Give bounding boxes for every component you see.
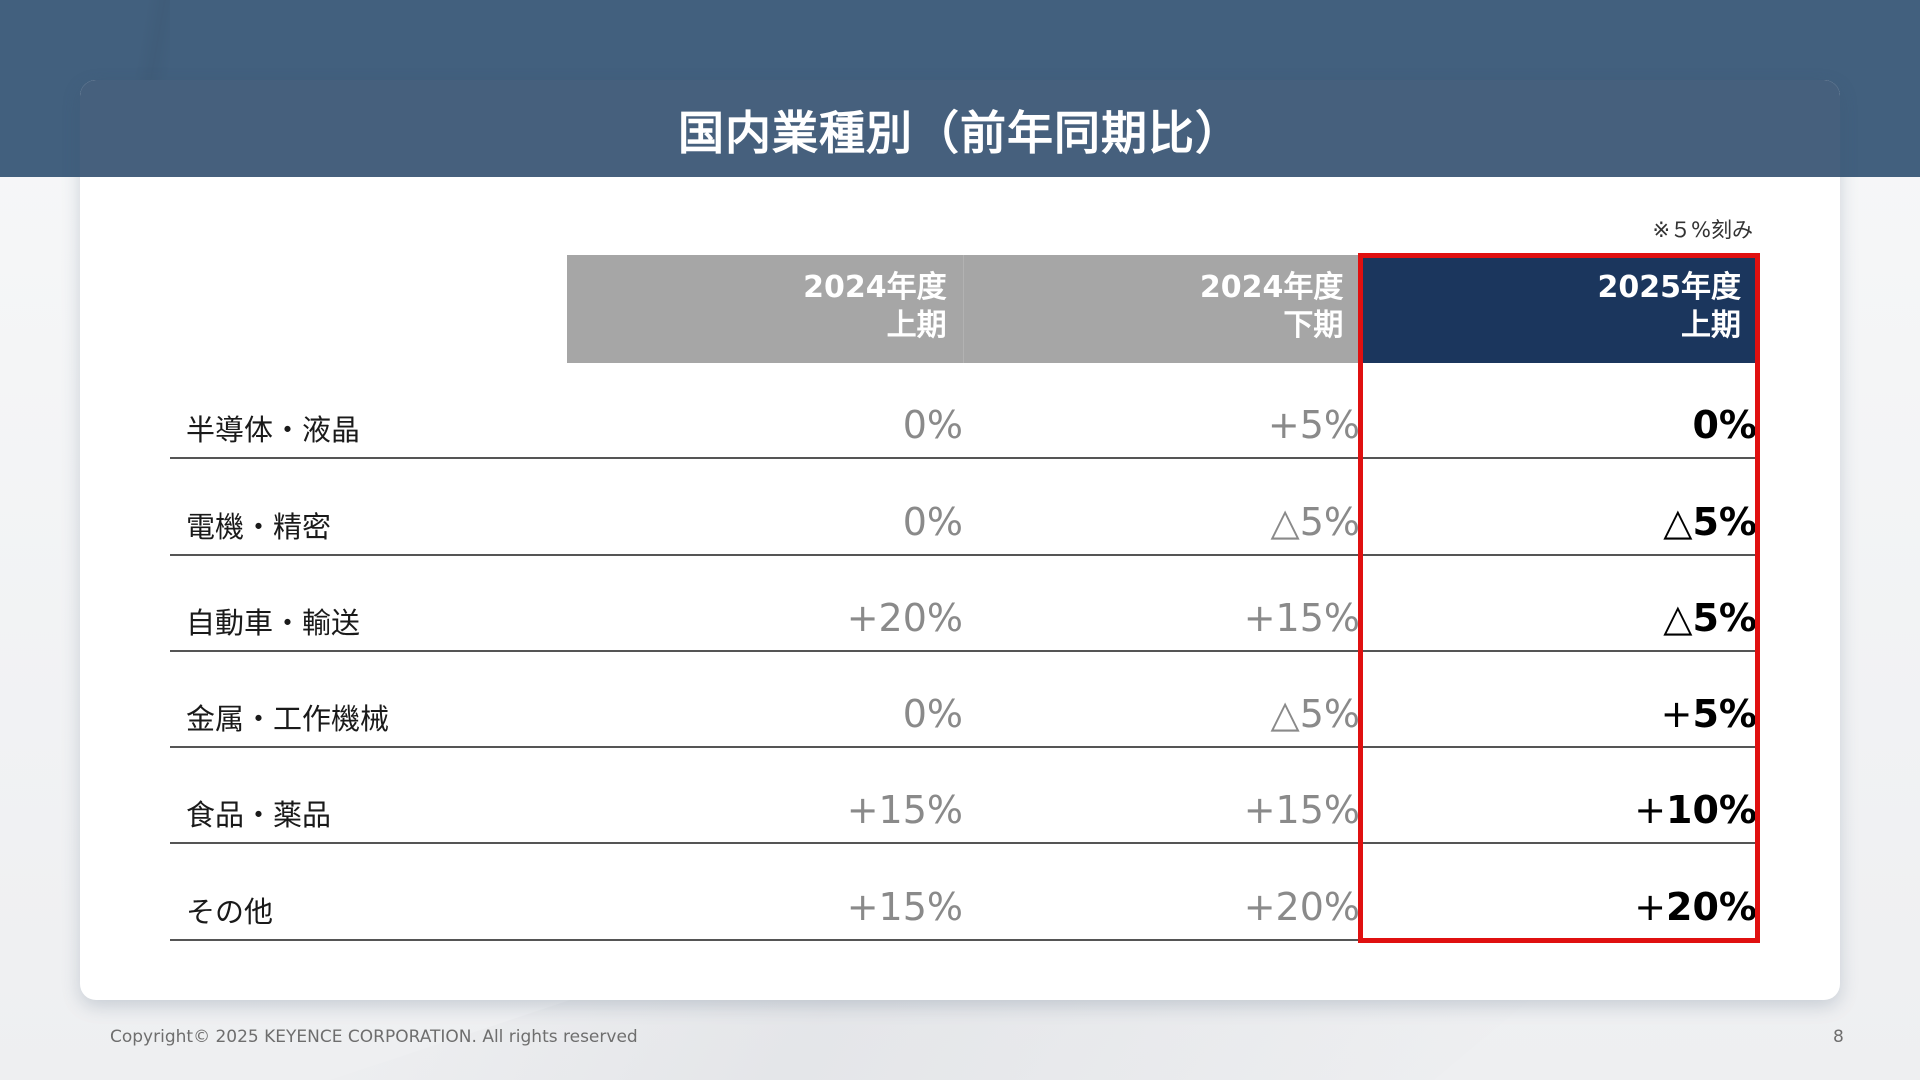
value-sign: △ <box>1663 595 1693 640</box>
value-2024-h2: +20% <box>1243 884 1360 929</box>
industry-label: 自動車・輸送 <box>186 605 361 640</box>
column-header-period: 上期 <box>886 308 947 343</box>
value-2025-h1: △5% <box>1376 596 1773 650</box>
column-header-2024-h2: 2024年度 下期 <box>963 255 1361 363</box>
value-sign: + <box>1660 692 1693 737</box>
value-number: 5% <box>1692 499 1757 544</box>
column-header-year: 2024年度 <box>803 270 947 305</box>
table-row: 金属・工作機械 0% △5% +5% <box>170 652 1757 749</box>
slide-card: 国内業種別（前年同期比） ※５%刻み 2024年度 上期 2024年度 下期 2… <box>80 80 1840 1000</box>
industry-label: その他 <box>186 894 274 929</box>
column-header-2025-h1: 2025年度 上期 <box>1360 255 1758 363</box>
value-number: 10% <box>1666 788 1757 833</box>
value-2025-h1: +20% <box>1376 885 1773 939</box>
value-2024-h1: +15% <box>846 884 963 929</box>
value-2024-h1: 0% <box>902 499 963 544</box>
value-2024-h1: +20% <box>846 595 963 640</box>
value-2024-h2: △5% <box>1270 692 1360 737</box>
column-header-year: 2025年度 <box>1597 270 1742 305</box>
table-row: 半導体・液晶 0% +5% 0% <box>170 363 1757 460</box>
column-header-2024-h1: 2024年度 上期 <box>567 255 964 363</box>
value-2024-h2: +15% <box>1243 788 1360 833</box>
value-2024-h2: +5% <box>1267 403 1360 448</box>
copyright-text: Copyright© 2025 KEYENCE CORPORATION. All… <box>110 1027 638 1047</box>
value-sign: + <box>1634 788 1667 833</box>
industry-label: 金属・工作機械 <box>186 702 390 737</box>
value-number: 5% <box>1692 692 1757 737</box>
value-number: 5% <box>1692 595 1757 640</box>
value-2025-h1: +10% <box>1376 788 1773 842</box>
slide-header: 国内業種別（前年同期比） <box>80 80 1840 177</box>
industry-label: 食品・薬品 <box>186 798 332 833</box>
value-2024-h2: △5% <box>1270 499 1360 544</box>
table-row: 食品・薬品 +15% +15% +10% <box>170 748 1757 845</box>
table-row: その他 +15% +20% +20% <box>170 844 1757 941</box>
table-row: 電機・精密 0% △5% △5% <box>170 459 1757 556</box>
value-sign: + <box>1634 884 1667 929</box>
value-2025-h1: +5% <box>1376 692 1773 746</box>
industry-label: 半導体・液晶 <box>186 413 361 448</box>
column-header-period: 上期 <box>1681 308 1742 343</box>
value-sign: △ <box>1663 499 1693 544</box>
value-2024-h1: 0% <box>902 692 963 737</box>
value-2025-h1: △5% <box>1376 500 1773 554</box>
value-2024-h1: +15% <box>846 788 963 833</box>
value-2024-h2: +15% <box>1243 595 1360 640</box>
table-row: 自動車・輸送 +20% +15% △5% <box>170 556 1757 652</box>
value-2025-h1: 0% <box>1376 403 1773 457</box>
page-number: 8 <box>1833 1027 1844 1047</box>
industry-label: 電機・精密 <box>186 509 332 544</box>
column-header-period: 下期 <box>1283 308 1344 343</box>
value-number: 0% <box>1692 403 1757 448</box>
column-header-year: 2024年度 <box>1199 270 1344 305</box>
increment-note: ※５%刻み <box>1652 218 1753 242</box>
table-header: 2024年度 上期 2024年度 下期 2025年度 上期 <box>567 255 1758 363</box>
table-rows: 半導体・液晶 0% +5% 0% 電機・精密 0% △5% △5% 自動車・輸送… <box>170 363 1757 941</box>
value-number: 20% <box>1666 884 1757 929</box>
value-2024-h1: 0% <box>902 403 963 448</box>
slide-title: 国内業種別（前年同期比） <box>678 105 1242 160</box>
